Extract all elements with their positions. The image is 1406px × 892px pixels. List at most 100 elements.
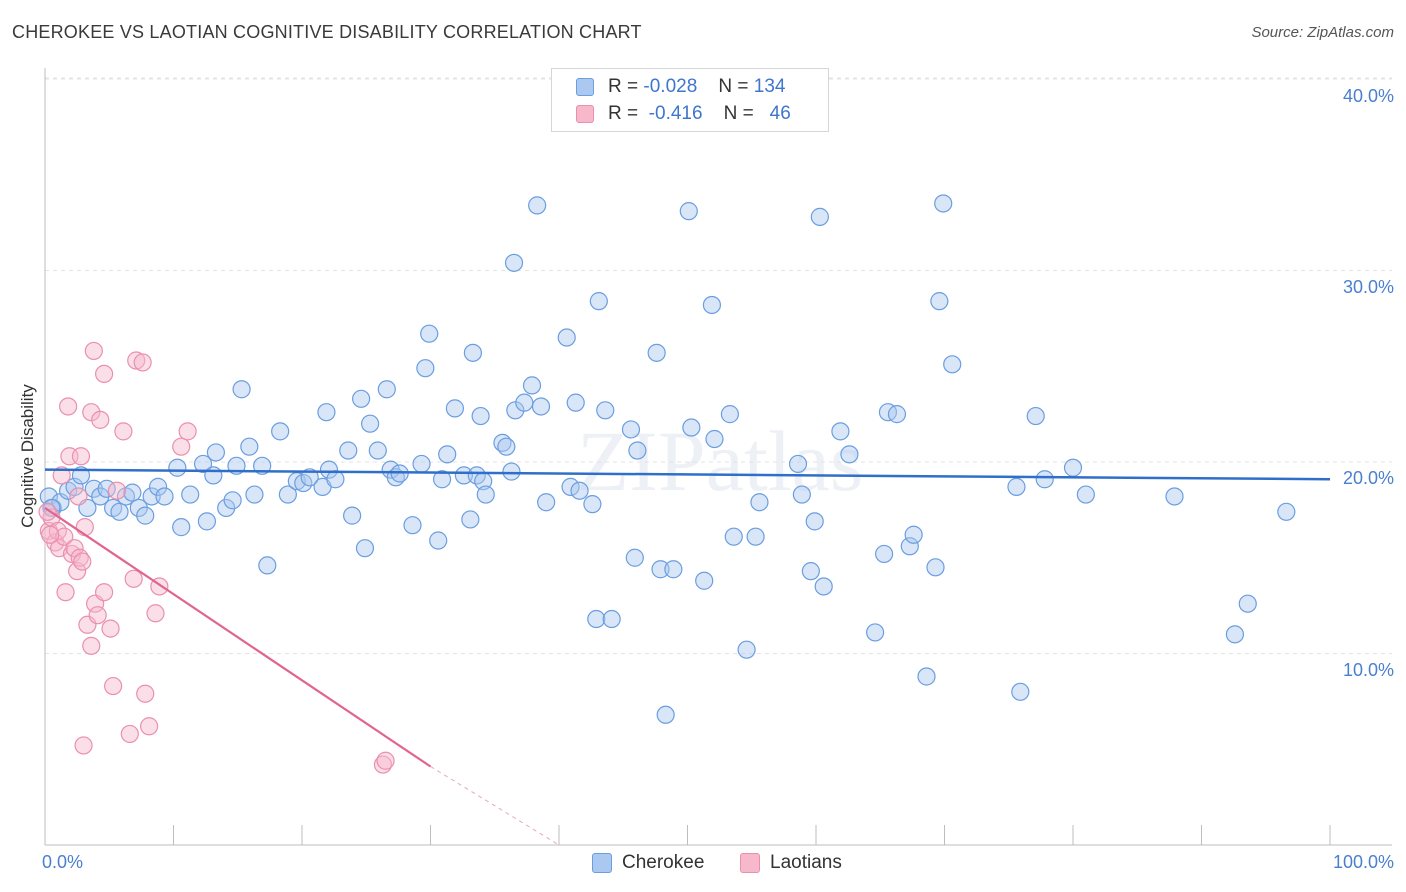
cherokee-point	[245, 485, 264, 504]
cherokee-point	[361, 414, 380, 433]
laotian-point	[82, 636, 101, 655]
laotian-point	[68, 562, 87, 581]
cherokee-point	[403, 516, 422, 535]
cherokee-point	[587, 609, 606, 629]
legend-r-value: -0.028	[643, 76, 698, 97]
cherokee-point	[300, 468, 319, 487]
cherokee-point	[142, 487, 161, 506]
laotian-point	[56, 583, 75, 602]
laotian-point	[120, 724, 139, 744]
cherokee-point	[1011, 682, 1030, 701]
laotian-point	[172, 437, 191, 456]
cherokee-point	[900, 537, 919, 556]
laotian-point	[59, 397, 78, 416]
laotian-point	[114, 422, 133, 441]
cherokee-point	[737, 640, 756, 659]
cherokee-point	[172, 518, 191, 537]
laotian-points	[38, 341, 395, 774]
laotian-point	[133, 353, 152, 372]
cherokee-point	[1238, 594, 1257, 613]
legend-r-label: R =	[608, 76, 639, 97]
cherokee-swatch	[576, 78, 594, 96]
cherokee-point	[628, 441, 647, 460]
cherokee-point	[339, 441, 358, 460]
cherokee-point	[1076, 485, 1095, 504]
y-tick-label-40: 40.0%	[1342, 86, 1394, 106]
bottom-legend-label: Cherokee	[622, 852, 705, 873]
cherokee-point	[206, 443, 226, 462]
y-axis-label: Cognitive Disability	[18, 384, 37, 528]
cherokee-point	[750, 493, 769, 512]
cherokee-point	[664, 560, 683, 579]
cherokee-point	[476, 485, 495, 504]
cherokee-point	[223, 491, 242, 510]
x-tick-label-min: 0.0%	[42, 852, 84, 872]
cherokee-point	[65, 477, 84, 496]
cherokee-point	[502, 462, 521, 481]
laotian-point	[65, 539, 84, 558]
cherokee-point	[934, 194, 953, 213]
legend-n-value: 134	[753, 76, 786, 97]
cherokee-point	[557, 328, 576, 347]
cherokee-point	[445, 399, 465, 418]
laotian-point	[91, 410, 110, 429]
cherokee-point	[1007, 477, 1026, 496]
cherokee-point	[570, 481, 589, 500]
cherokee-points	[39, 194, 1296, 724]
cherokee-point	[504, 253, 524, 272]
cherokee-point	[240, 437, 259, 456]
x-tick-label-max: 100.0%	[1332, 852, 1394, 872]
cherokee-point	[566, 393, 585, 412]
cherokee-point	[271, 422, 290, 441]
y-tick-label-10: 10.0%	[1342, 660, 1394, 680]
cherokee-point	[943, 355, 962, 374]
cherokee-point	[377, 380, 396, 399]
cherokee-point	[352, 389, 371, 408]
legend-r-value: -0.416	[648, 103, 703, 124]
cherokee-point	[531, 397, 551, 416]
cherokee-point	[682, 418, 701, 437]
cherokee-point	[155, 487, 174, 506]
axes	[44, 68, 1392, 846]
cherokee-point	[805, 512, 824, 531]
cherokee-point	[1035, 470, 1054, 489]
cherokee-point	[810, 207, 829, 226]
chart-title: CHEROKEE VS LAOTIAN COGNITIVE DISABILITY…	[12, 22, 642, 42]
y-tick-label-20: 20.0%	[1342, 468, 1394, 488]
cherokee-point	[801, 562, 820, 581]
cherokee-point	[930, 292, 949, 311]
laotian-point	[139, 717, 159, 736]
cherokee-point	[702, 295, 722, 315]
cherokee-point	[515, 393, 534, 412]
cherokee-point	[1026, 406, 1045, 426]
cherokee-point	[695, 571, 714, 590]
laotian-trend-line	[44, 507, 432, 768]
cherokee-point	[522, 376, 542, 395]
laotian-point	[55, 527, 74, 546]
laotian-point	[75, 518, 94, 537]
laotian-point	[38, 502, 57, 521]
cherokee-point	[840, 445, 859, 464]
cherokee-point	[258, 556, 277, 575]
cherokee-point	[181, 485, 200, 504]
cherokee-point	[720, 405, 740, 424]
cherokee-point	[204, 466, 223, 485]
cherokee-point	[679, 202, 698, 221]
cherokee-point	[123, 483, 142, 502]
cherokee-point	[317, 403, 336, 422]
laotian-point	[95, 364, 114, 384]
laotian-point	[136, 684, 155, 703]
cherokee-point	[814, 577, 833, 596]
laotian-point	[127, 351, 146, 370]
cherokee-point	[232, 380, 251, 399]
cherokee-point	[343, 506, 362, 525]
watermark-text: ZIPatlas	[577, 413, 864, 509]
cherokee-point	[429, 531, 448, 550]
laotian-point	[101, 619, 120, 638]
cherokee-point	[471, 406, 490, 426]
cherokee-point	[561, 477, 580, 496]
laotian-point	[52, 466, 71, 485]
cherokee-point	[878, 403, 898, 422]
watermark: ZIPatlas	[577, 413, 864, 509]
